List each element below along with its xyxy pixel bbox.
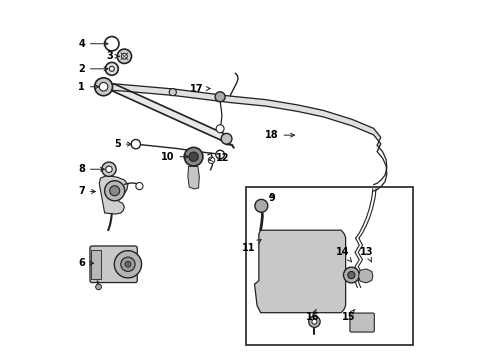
Circle shape [311, 319, 316, 324]
Circle shape [208, 157, 214, 163]
Circle shape [117, 49, 131, 63]
Text: 17: 17 [189, 84, 210, 94]
Circle shape [136, 183, 142, 190]
Polygon shape [110, 84, 227, 142]
Text: 15: 15 [341, 309, 354, 322]
Text: 12: 12 [208, 153, 229, 163]
Text: 7: 7 [78, 186, 95, 197]
Text: 16: 16 [305, 309, 319, 322]
Circle shape [105, 166, 112, 172]
Text: 1: 1 [78, 82, 99, 92]
Polygon shape [254, 230, 345, 313]
Circle shape [169, 89, 176, 96]
Circle shape [99, 82, 108, 91]
Text: 5: 5 [114, 139, 131, 149]
Text: 4: 4 [78, 39, 108, 49]
Circle shape [308, 316, 320, 327]
Polygon shape [99, 84, 380, 152]
Circle shape [121, 53, 127, 59]
Circle shape [215, 92, 224, 102]
Circle shape [254, 199, 267, 212]
Polygon shape [358, 269, 372, 283]
Circle shape [125, 261, 131, 267]
Bar [246, 187, 412, 345]
Text: 6: 6 [78, 258, 93, 268]
Circle shape [216, 125, 224, 133]
Circle shape [109, 66, 114, 71]
Circle shape [121, 257, 135, 271]
FancyBboxPatch shape [349, 313, 373, 332]
Circle shape [361, 272, 369, 280]
Text: 14: 14 [336, 247, 351, 262]
Bar [91, 250, 101, 279]
Circle shape [109, 186, 120, 196]
Text: 8: 8 [78, 164, 104, 174]
Circle shape [347, 271, 354, 279]
Circle shape [131, 139, 140, 149]
Circle shape [221, 134, 231, 144]
Circle shape [215, 150, 224, 159]
Circle shape [102, 162, 116, 176]
Circle shape [105, 62, 118, 75]
Text: 3: 3 [107, 51, 119, 61]
Circle shape [357, 320, 363, 325]
Circle shape [94, 78, 112, 96]
FancyBboxPatch shape [90, 246, 137, 283]
Circle shape [354, 316, 367, 329]
Polygon shape [99, 176, 128, 214]
Circle shape [343, 267, 359, 283]
Text: 11: 11 [241, 239, 261, 253]
Text: 10: 10 [161, 152, 188, 162]
Polygon shape [187, 166, 199, 189]
Circle shape [96, 284, 101, 290]
Circle shape [104, 37, 119, 51]
Circle shape [188, 152, 198, 161]
Circle shape [114, 251, 142, 278]
Text: 2: 2 [78, 64, 108, 74]
Circle shape [104, 181, 124, 201]
Text: 18: 18 [264, 130, 294, 140]
Text: 13: 13 [359, 247, 372, 262]
Circle shape [184, 147, 203, 166]
Text: 9: 9 [267, 193, 274, 203]
